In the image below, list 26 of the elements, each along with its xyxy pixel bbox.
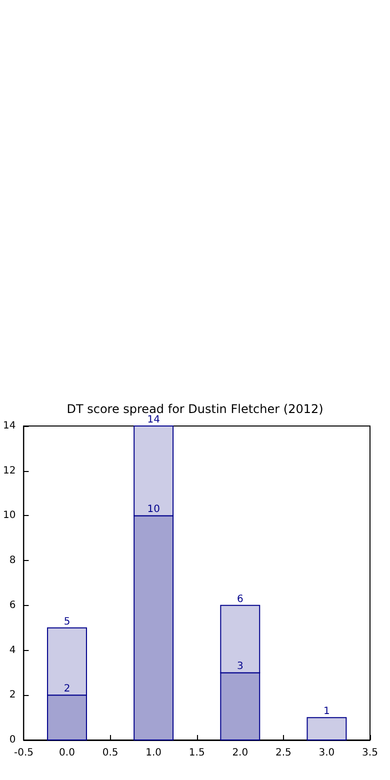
data-label: 10: [147, 504, 160, 516]
data-label: 3: [236, 661, 244, 672]
y-tick-label: 12: [2, 465, 16, 476]
x-tick-label: 0.5: [102, 748, 118, 758]
total-label: 6: [236, 594, 244, 605]
x-tick-label: 0.0: [59, 748, 75, 758]
y-tick-label: 4: [9, 644, 16, 656]
y-tick-label: 8: [9, 555, 16, 566]
y-tick-label: 10: [2, 510, 16, 522]
total-label: 1: [324, 706, 330, 718]
y-tick-label: 2: [9, 690, 16, 701]
x-tick-label: 2.0: [232, 748, 248, 758]
x-tick-label: 2.5: [275, 748, 292, 758]
total-label: 5: [64, 616, 70, 628]
y-tick-label: 14: [2, 420, 16, 432]
data-label: 2: [64, 684, 70, 695]
chart-title: DT score spread for Dustin Fletcher (2012): [66, 402, 324, 416]
x-tick-label: 1.0: [146, 748, 162, 758]
y-tick-label: 6: [9, 600, 16, 611]
bar: [306, 717, 347, 740]
x-tick-label: -0.5: [14, 748, 34, 758]
x-tick-label: 3.0: [318, 748, 335, 758]
x-tick-label: 1.5: [188, 748, 205, 758]
total-label: 14: [147, 414, 160, 426]
y-tick-label: 0: [9, 734, 16, 746]
x-tick-label: 3.5: [362, 748, 378, 758]
